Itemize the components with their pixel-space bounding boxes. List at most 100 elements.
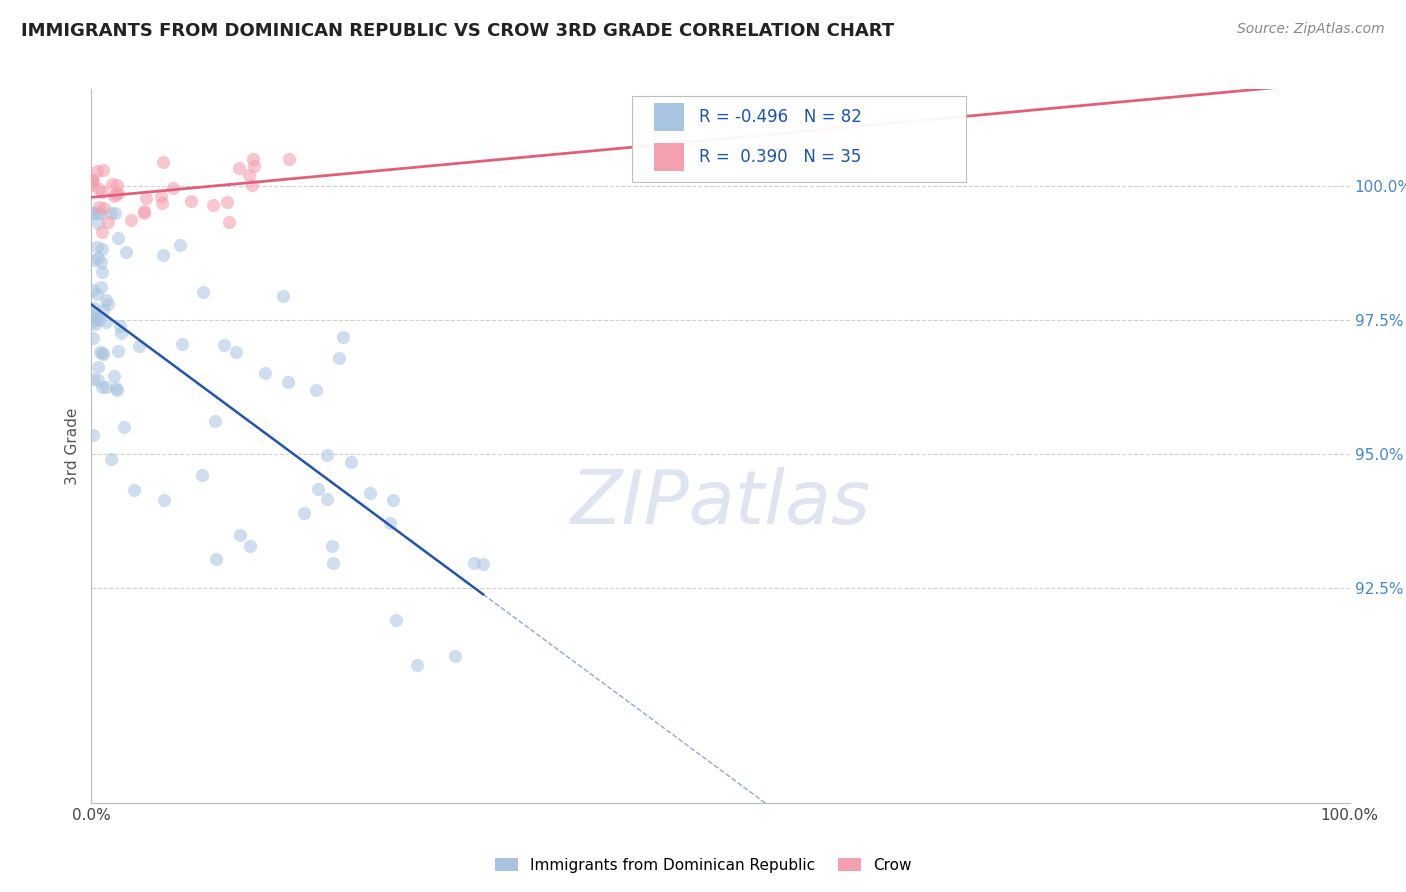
- Point: [91, 242, 114, 256]
- Point: [229, 528, 252, 542]
- Point: [104, 205, 127, 219]
- Point: [82, 173, 104, 187]
- Point: [90, 380, 112, 394]
- Point: [305, 383, 328, 397]
- Point: [100, 451, 122, 466]
- Point: [82, 283, 104, 297]
- Point: [321, 539, 343, 553]
- Text: Source: ZipAtlas.com: Source: ZipAtlas.com: [1237, 22, 1385, 37]
- Point: [201, 198, 224, 212]
- Point: [316, 491, 339, 506]
- Point: [87, 313, 110, 327]
- Point: [228, 161, 250, 175]
- Point: [152, 493, 174, 508]
- Point: [243, 159, 266, 173]
- Point: [83, 253, 105, 268]
- Point: [86, 360, 108, 375]
- Point: [90, 255, 112, 269]
- Point: [87, 181, 110, 195]
- Point: [381, 492, 404, 507]
- Point: [110, 326, 132, 340]
- Point: [328, 351, 350, 366]
- Point: [100, 205, 122, 219]
- Point: [128, 339, 150, 353]
- Point: [205, 552, 228, 566]
- Point: [191, 468, 214, 483]
- Point: [91, 163, 114, 178]
- Point: [152, 155, 174, 169]
- Point: [89, 205, 111, 219]
- Point: [152, 248, 174, 262]
- Point: [105, 187, 128, 202]
- Point: [93, 201, 115, 215]
- Point: [114, 244, 136, 259]
- Point: [463, 557, 485, 571]
- Point: [212, 337, 235, 351]
- Point: [225, 345, 247, 359]
- Point: [105, 383, 128, 397]
- Point: [82, 315, 104, 329]
- Text: IMMIGRANTS FROM DOMINICAN REPUBLIC VS CROW 3RD GRADE CORRELATION CHART: IMMIGRANTS FROM DOMINICAN REPUBLIC VS CR…: [21, 22, 894, 40]
- Point: [96, 315, 118, 329]
- Point: [122, 483, 145, 498]
- Point: [87, 216, 110, 230]
- Point: [380, 516, 402, 530]
- Point: [215, 194, 238, 209]
- FancyBboxPatch shape: [633, 96, 966, 182]
- Point: [204, 414, 226, 428]
- Point: [101, 178, 124, 192]
- Point: [80, 173, 103, 187]
- Point: [91, 346, 114, 360]
- Point: [90, 225, 112, 239]
- Point: [82, 178, 104, 192]
- Point: [86, 239, 108, 253]
- Point: [87, 252, 110, 266]
- Point: [120, 213, 142, 227]
- Point: [87, 200, 110, 214]
- Point: [180, 194, 202, 208]
- Point: [105, 381, 128, 395]
- Point: [359, 485, 381, 500]
- Point: [84, 310, 107, 325]
- Point: [87, 205, 110, 219]
- Point: [105, 178, 128, 192]
- Text: R =  0.390   N = 35: R = 0.390 N = 35: [699, 148, 862, 166]
- Point: [218, 215, 240, 229]
- Point: [239, 539, 262, 553]
- Point: [86, 287, 108, 301]
- Point: [82, 372, 104, 386]
- Legend: Immigrants from Dominican Republic, Crow: Immigrants from Dominican Republic, Crow: [491, 853, 915, 877]
- Point: [90, 185, 112, 199]
- Point: [316, 448, 339, 462]
- Point: [86, 311, 108, 326]
- Point: [97, 297, 120, 311]
- Point: [89, 345, 111, 359]
- Point: [82, 427, 104, 442]
- Point: [110, 318, 132, 333]
- Point: [107, 231, 129, 245]
- Point: [107, 186, 129, 201]
- Point: [91, 302, 114, 317]
- Point: [238, 168, 260, 182]
- Point: [322, 556, 344, 570]
- Point: [83, 301, 105, 315]
- FancyBboxPatch shape: [654, 103, 685, 131]
- Point: [112, 420, 135, 434]
- Point: [292, 506, 315, 520]
- Point: [96, 380, 118, 394]
- Point: [332, 330, 354, 344]
- Point: [132, 204, 155, 219]
- Point: [82, 205, 104, 219]
- Point: [80, 175, 103, 189]
- Point: [169, 238, 191, 252]
- Point: [91, 347, 114, 361]
- Point: [107, 344, 129, 359]
- Text: ZIPatlas: ZIPatlas: [571, 467, 870, 539]
- Point: [273, 289, 295, 303]
- Point: [83, 317, 105, 331]
- Point: [405, 658, 427, 673]
- Point: [242, 152, 264, 166]
- Point: [170, 337, 193, 351]
- Point: [87, 373, 110, 387]
- Point: [307, 483, 329, 497]
